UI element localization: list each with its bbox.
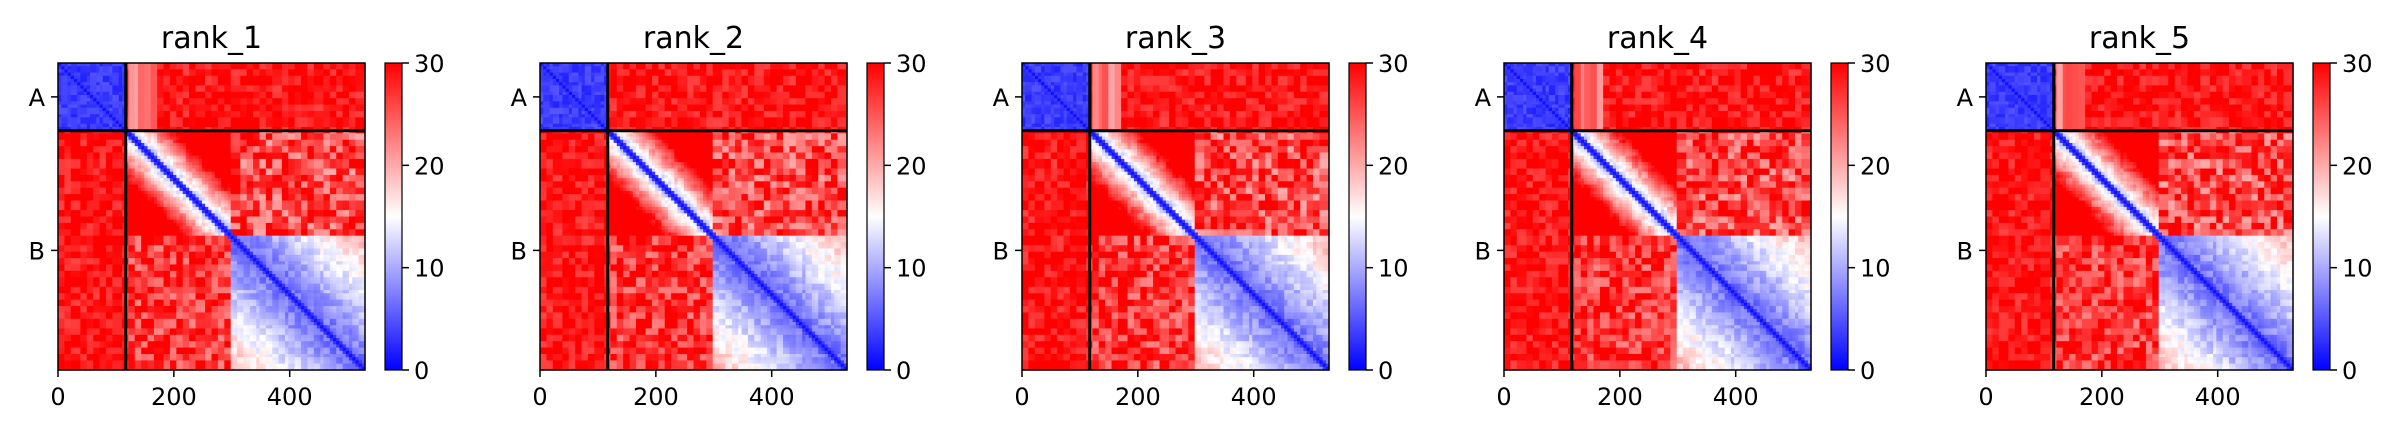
chart-title: rank_1: [161, 21, 262, 56]
heatmap-cells: [58, 63, 366, 371]
